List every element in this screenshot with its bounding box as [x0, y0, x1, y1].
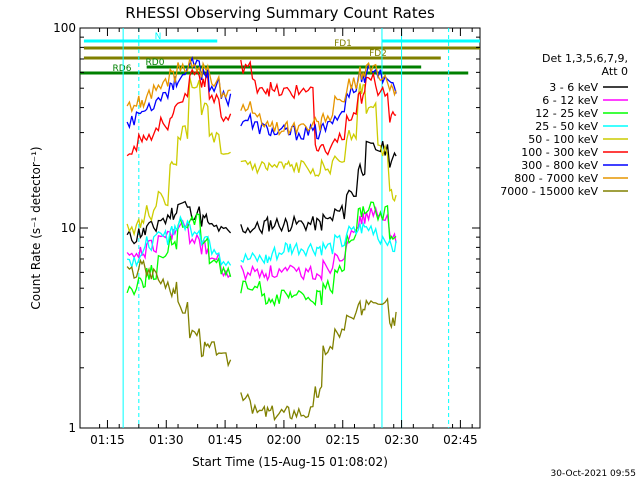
- flag-bars: N FD1 FD2 RD0 RD6: [80, 28, 480, 428]
- series-line: [240, 205, 397, 283]
- series-line: [240, 59, 397, 156]
- legend-entry-label: 7000 - 15000 keV: [500, 185, 598, 198]
- x-axis-label: Start Time (15-Aug-15 01:08:02): [192, 455, 388, 469]
- chart-title: RHESSI Observing Summary Count Rates: [125, 4, 435, 22]
- x-tick-label: 01:30: [149, 433, 184, 447]
- legend-entry-label: 800 - 7000 keV: [514, 172, 598, 185]
- legend-entry-label: 12 - 25 keV: [535, 107, 598, 120]
- flag-label: FD2: [369, 49, 387, 59]
- timestamp: 30-Oct-2021 09:55: [551, 469, 636, 479]
- series-group: [126, 56, 397, 422]
- y-axis-label: Count Rate (s⁻¹ detector⁻¹): [29, 146, 43, 309]
- series-line: [126, 213, 232, 297]
- series-line: [240, 140, 397, 235]
- x-tick-label: 02:00: [267, 433, 302, 447]
- legend-header-line: Det 1,3,5,6,7,9,: [542, 52, 628, 65]
- series-line: [240, 221, 397, 265]
- x-tick-label: 01:15: [90, 433, 125, 447]
- y-tick-label: 10: [61, 221, 76, 235]
- series-line: [240, 201, 397, 308]
- series-line: [126, 68, 232, 157]
- y-tick-label: 1: [68, 421, 76, 435]
- legend-header-line: Att 0: [602, 65, 628, 78]
- series-line: [126, 56, 232, 130]
- flag-label: RD6: [113, 64, 132, 74]
- legend-entry-label: 3 - 6 keV: [549, 81, 598, 94]
- series-line: [126, 258, 232, 368]
- x-tick-label: 02:45: [443, 433, 478, 447]
- flag-label: RD0: [146, 58, 165, 68]
- flag-label: N: [155, 32, 162, 42]
- legend-entry-label: 100 - 300 keV: [521, 146, 598, 159]
- series-line: [126, 214, 232, 270]
- x-tick-label: 02:30: [384, 433, 419, 447]
- legend-entry-label: 25 - 50 keV: [535, 120, 598, 133]
- x-tick-label: 02:15: [325, 433, 360, 447]
- legend-entry-label: 50 - 100 keV: [528, 133, 598, 146]
- series-line: [240, 83, 397, 203]
- series-line: [126, 200, 232, 245]
- series-line: [240, 61, 397, 137]
- series-line: [126, 58, 231, 114]
- series-line: [240, 297, 397, 422]
- legend-entry-label: 300 - 800 keV: [521, 159, 598, 172]
- x-tick-label: 01:45: [208, 433, 243, 447]
- flag-label: FD1: [334, 39, 352, 49]
- axes-group: 01:15 01:30 01:45 02:00 02:15 02:30 02:45 1 10 10…: [53, 21, 480, 447]
- y-tick-label: 100: [53, 21, 76, 35]
- legend-entry-label: 6 - 12 keV: [542, 94, 598, 107]
- series-line: [126, 77, 231, 237]
